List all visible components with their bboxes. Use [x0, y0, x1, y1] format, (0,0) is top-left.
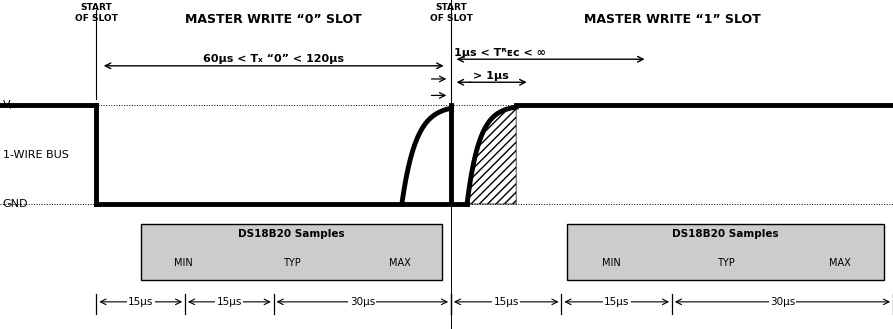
Text: 30μs: 30μs	[770, 297, 795, 307]
Text: Vₚᵤ: Vₚᵤ	[3, 100, 20, 110]
Text: GND: GND	[3, 199, 29, 209]
Text: MIN: MIN	[174, 258, 193, 268]
Text: MASTER WRITE “1” SLOT: MASTER WRITE “1” SLOT	[584, 13, 760, 26]
Text: 15μs: 15μs	[128, 297, 154, 307]
Text: TYP: TYP	[717, 258, 734, 268]
Text: TYP: TYP	[283, 258, 300, 268]
Bar	[141, 224, 442, 280]
Text: 15μs: 15μs	[217, 297, 242, 307]
Text: 15μs: 15μs	[604, 297, 630, 307]
Text: 60μs < Tₓ “0” < 120μs: 60μs < Tₓ “0” < 120μs	[204, 54, 344, 64]
Text: START
OF SLOT: START OF SLOT	[430, 3, 472, 23]
Text: DS18B20 Samples: DS18B20 Samples	[672, 229, 779, 239]
Bar	[567, 224, 884, 280]
Text: 1μs < Tᴿᴇᴄ < ∞: 1μs < Tᴿᴇᴄ < ∞	[454, 48, 546, 58]
Text: > 1μs: > 1μs	[473, 71, 509, 81]
Text: MASTER WRITE “0” SLOT: MASTER WRITE “0” SLOT	[186, 13, 362, 26]
Text: MAX: MAX	[389, 258, 411, 268]
Text: 30μs: 30μs	[350, 297, 375, 307]
Text: 15μs: 15μs	[494, 297, 519, 307]
Text: MAX: MAX	[829, 258, 850, 268]
Polygon shape	[467, 107, 516, 204]
Text: DS18B20 Samples: DS18B20 Samples	[238, 229, 345, 239]
Text: START
OF SLOT: START OF SLOT	[75, 3, 118, 23]
Text: MIN: MIN	[602, 258, 621, 268]
Text: 1-WIRE BUS: 1-WIRE BUS	[3, 150, 69, 160]
